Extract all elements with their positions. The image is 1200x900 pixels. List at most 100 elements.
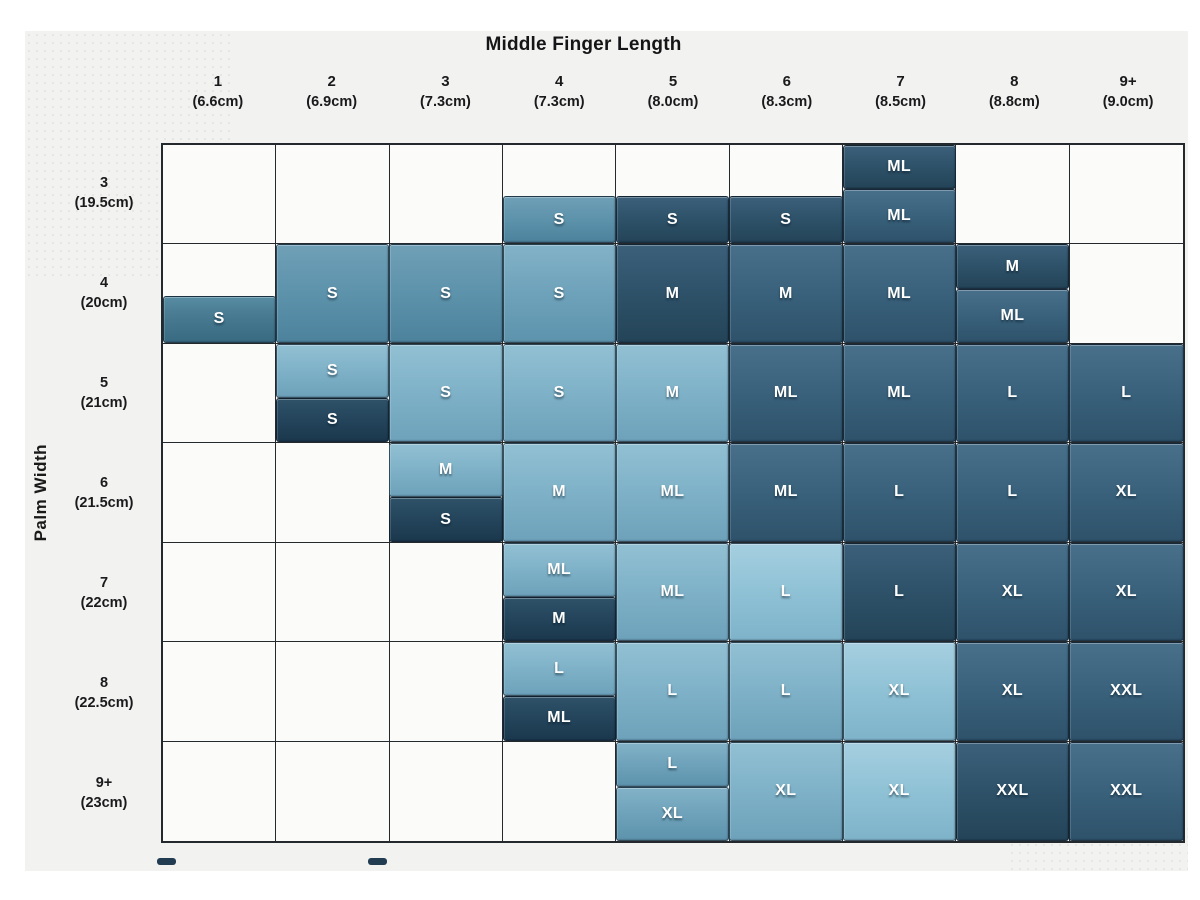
grid-cell-r4-c6: ML	[729, 443, 843, 543]
column-header: 7 (8.5cm)	[844, 72, 958, 132]
size-value: M	[438, 461, 453, 479]
column-header: 8 (8.8cm)	[957, 72, 1071, 132]
grid-cell-r6-c1	[163, 642, 277, 742]
size-chip: M	[729, 244, 843, 343]
size-value: ML	[660, 582, 685, 600]
row-cm-value: (19.5cm)	[74, 195, 134, 211]
cutoff-legend-mark	[157, 858, 176, 865]
grid-cell-r2-c7: ML	[842, 244, 957, 344]
column-size-number: 9+	[1119, 73, 1137, 90]
size-value: ML	[660, 483, 685, 501]
size-value: XXL	[996, 782, 1029, 800]
grid-cell-r6-c9: XXL	[1069, 642, 1184, 742]
row-size-number: 8	[99, 675, 109, 691]
size-value: ML	[1000, 306, 1025, 324]
grid-cell-r1-c1	[163, 145, 277, 245]
grid-cell-r1-c9	[1069, 145, 1183, 245]
grid-cell-r5-c1	[163, 542, 277, 643]
grid-cell-r4-c9: XL	[1069, 443, 1184, 543]
size-value: XXL	[1110, 682, 1143, 700]
size-chip: M	[502, 596, 616, 642]
row-size-number: 7	[99, 575, 109, 591]
size-chip: S	[502, 244, 616, 343]
size-value: L	[1007, 483, 1018, 501]
size-chip: S	[275, 397, 390, 443]
grid-cell-r1-c8	[956, 145, 1070, 245]
grid-cell-r6-c5: L	[615, 642, 730, 742]
grid-cell-r6-c7: XL	[842, 642, 957, 742]
size-value: XL	[1001, 582, 1024, 600]
grid-cell-r1-c7: ML ML	[842, 145, 957, 245]
size-chip: S	[389, 343, 503, 443]
column-size-number: 2	[327, 73, 336, 90]
size-value: ML	[887, 384, 912, 402]
column-header: 3 (7.3cm)	[389, 72, 503, 132]
size-value: M	[1005, 257, 1020, 275]
column-cm-value: (9.0cm)	[1102, 94, 1154, 110]
size-chip: ML	[842, 244, 956, 343]
grid-cell-r2-c2: S	[275, 244, 390, 344]
size-value: L	[894, 582, 905, 600]
size-value: XL	[1115, 483, 1137, 501]
size-value: S	[553, 384, 565, 402]
grid-cell-r4-c7: L	[842, 443, 957, 543]
size-value: L	[667, 755, 678, 773]
column-size-number: 4	[555, 73, 564, 90]
row-cm-value: (21.5cm)	[74, 495, 134, 511]
column-cm-value: (7.3cm)	[420, 94, 471, 110]
size-value: L	[554, 660, 565, 678]
grid-cell-r4-c5: ML	[615, 443, 730, 543]
size-chip: L	[842, 542, 956, 642]
grid-cell-r3-c6: ML	[729, 343, 843, 444]
grid-cell-r2-c3: S	[389, 244, 503, 344]
row-header: 5 (21cm)	[47, 343, 161, 443]
size-value: L	[1121, 384, 1132, 402]
grid-cell-r5-c4: ML M	[502, 542, 617, 643]
size-chip: M	[389, 443, 503, 498]
grid-cell-r1-c5: S	[615, 145, 730, 245]
size-chip: ML	[615, 443, 730, 542]
grid-cell-r7-c8: XXL	[955, 741, 1070, 841]
size-value: M	[665, 384, 680, 402]
size-value: ML	[887, 207, 912, 225]
size-chip: XL	[1069, 443, 1184, 542]
row-size-number: 3	[99, 175, 109, 191]
grid-cell-r7-c7: XL	[842, 741, 957, 841]
grid-cell-r7-c4	[503, 741, 617, 841]
row-size-number: 9+	[95, 775, 113, 791]
size-value: L	[780, 682, 791, 700]
size-value: S	[666, 210, 679, 228]
size-chip: M	[615, 343, 730, 443]
column-cm-value: (8.8cm)	[988, 94, 1040, 110]
grid-cell-r7-c1	[163, 741, 277, 841]
size-chip: S	[389, 497, 503, 542]
grid-cell-r2-c5: M	[615, 244, 730, 344]
column-header: 1 (6.6cm)	[161, 72, 275, 132]
grid-cell-r3-c5: M	[615, 343, 730, 444]
row-cm-value: (22cm)	[80, 595, 128, 611]
column-cm-value: (6.6cm)	[192, 94, 244, 110]
size-chip: XL	[842, 741, 956, 841]
size-chip: M	[615, 244, 730, 343]
size-value: L	[1007, 384, 1018, 402]
size-value: S	[553, 210, 565, 228]
size-chip: XL	[615, 787, 730, 841]
size-value: S	[780, 210, 792, 228]
grid-cell-r2-c4: S	[502, 244, 617, 344]
size-value: S	[440, 510, 452, 528]
size-chip: L	[955, 443, 1070, 542]
grid-cell-r1-c2	[276, 145, 390, 245]
grid-cell-r4-c4: M	[502, 443, 617, 543]
chart-title: Middle Finger Length	[485, 34, 682, 55]
grid-cell-r7-c6: XL	[729, 741, 843, 841]
size-value: ML	[773, 483, 798, 501]
size-chip: ML	[729, 443, 843, 542]
size-value: ML	[887, 284, 912, 302]
grid-cell-r5-c7: L	[842, 542, 957, 643]
grid-cell-r4-c2	[276, 443, 390, 543]
size-value: S	[440, 384, 452, 402]
size-chip: XL	[842, 642, 956, 741]
size-chip: S	[275, 244, 390, 343]
